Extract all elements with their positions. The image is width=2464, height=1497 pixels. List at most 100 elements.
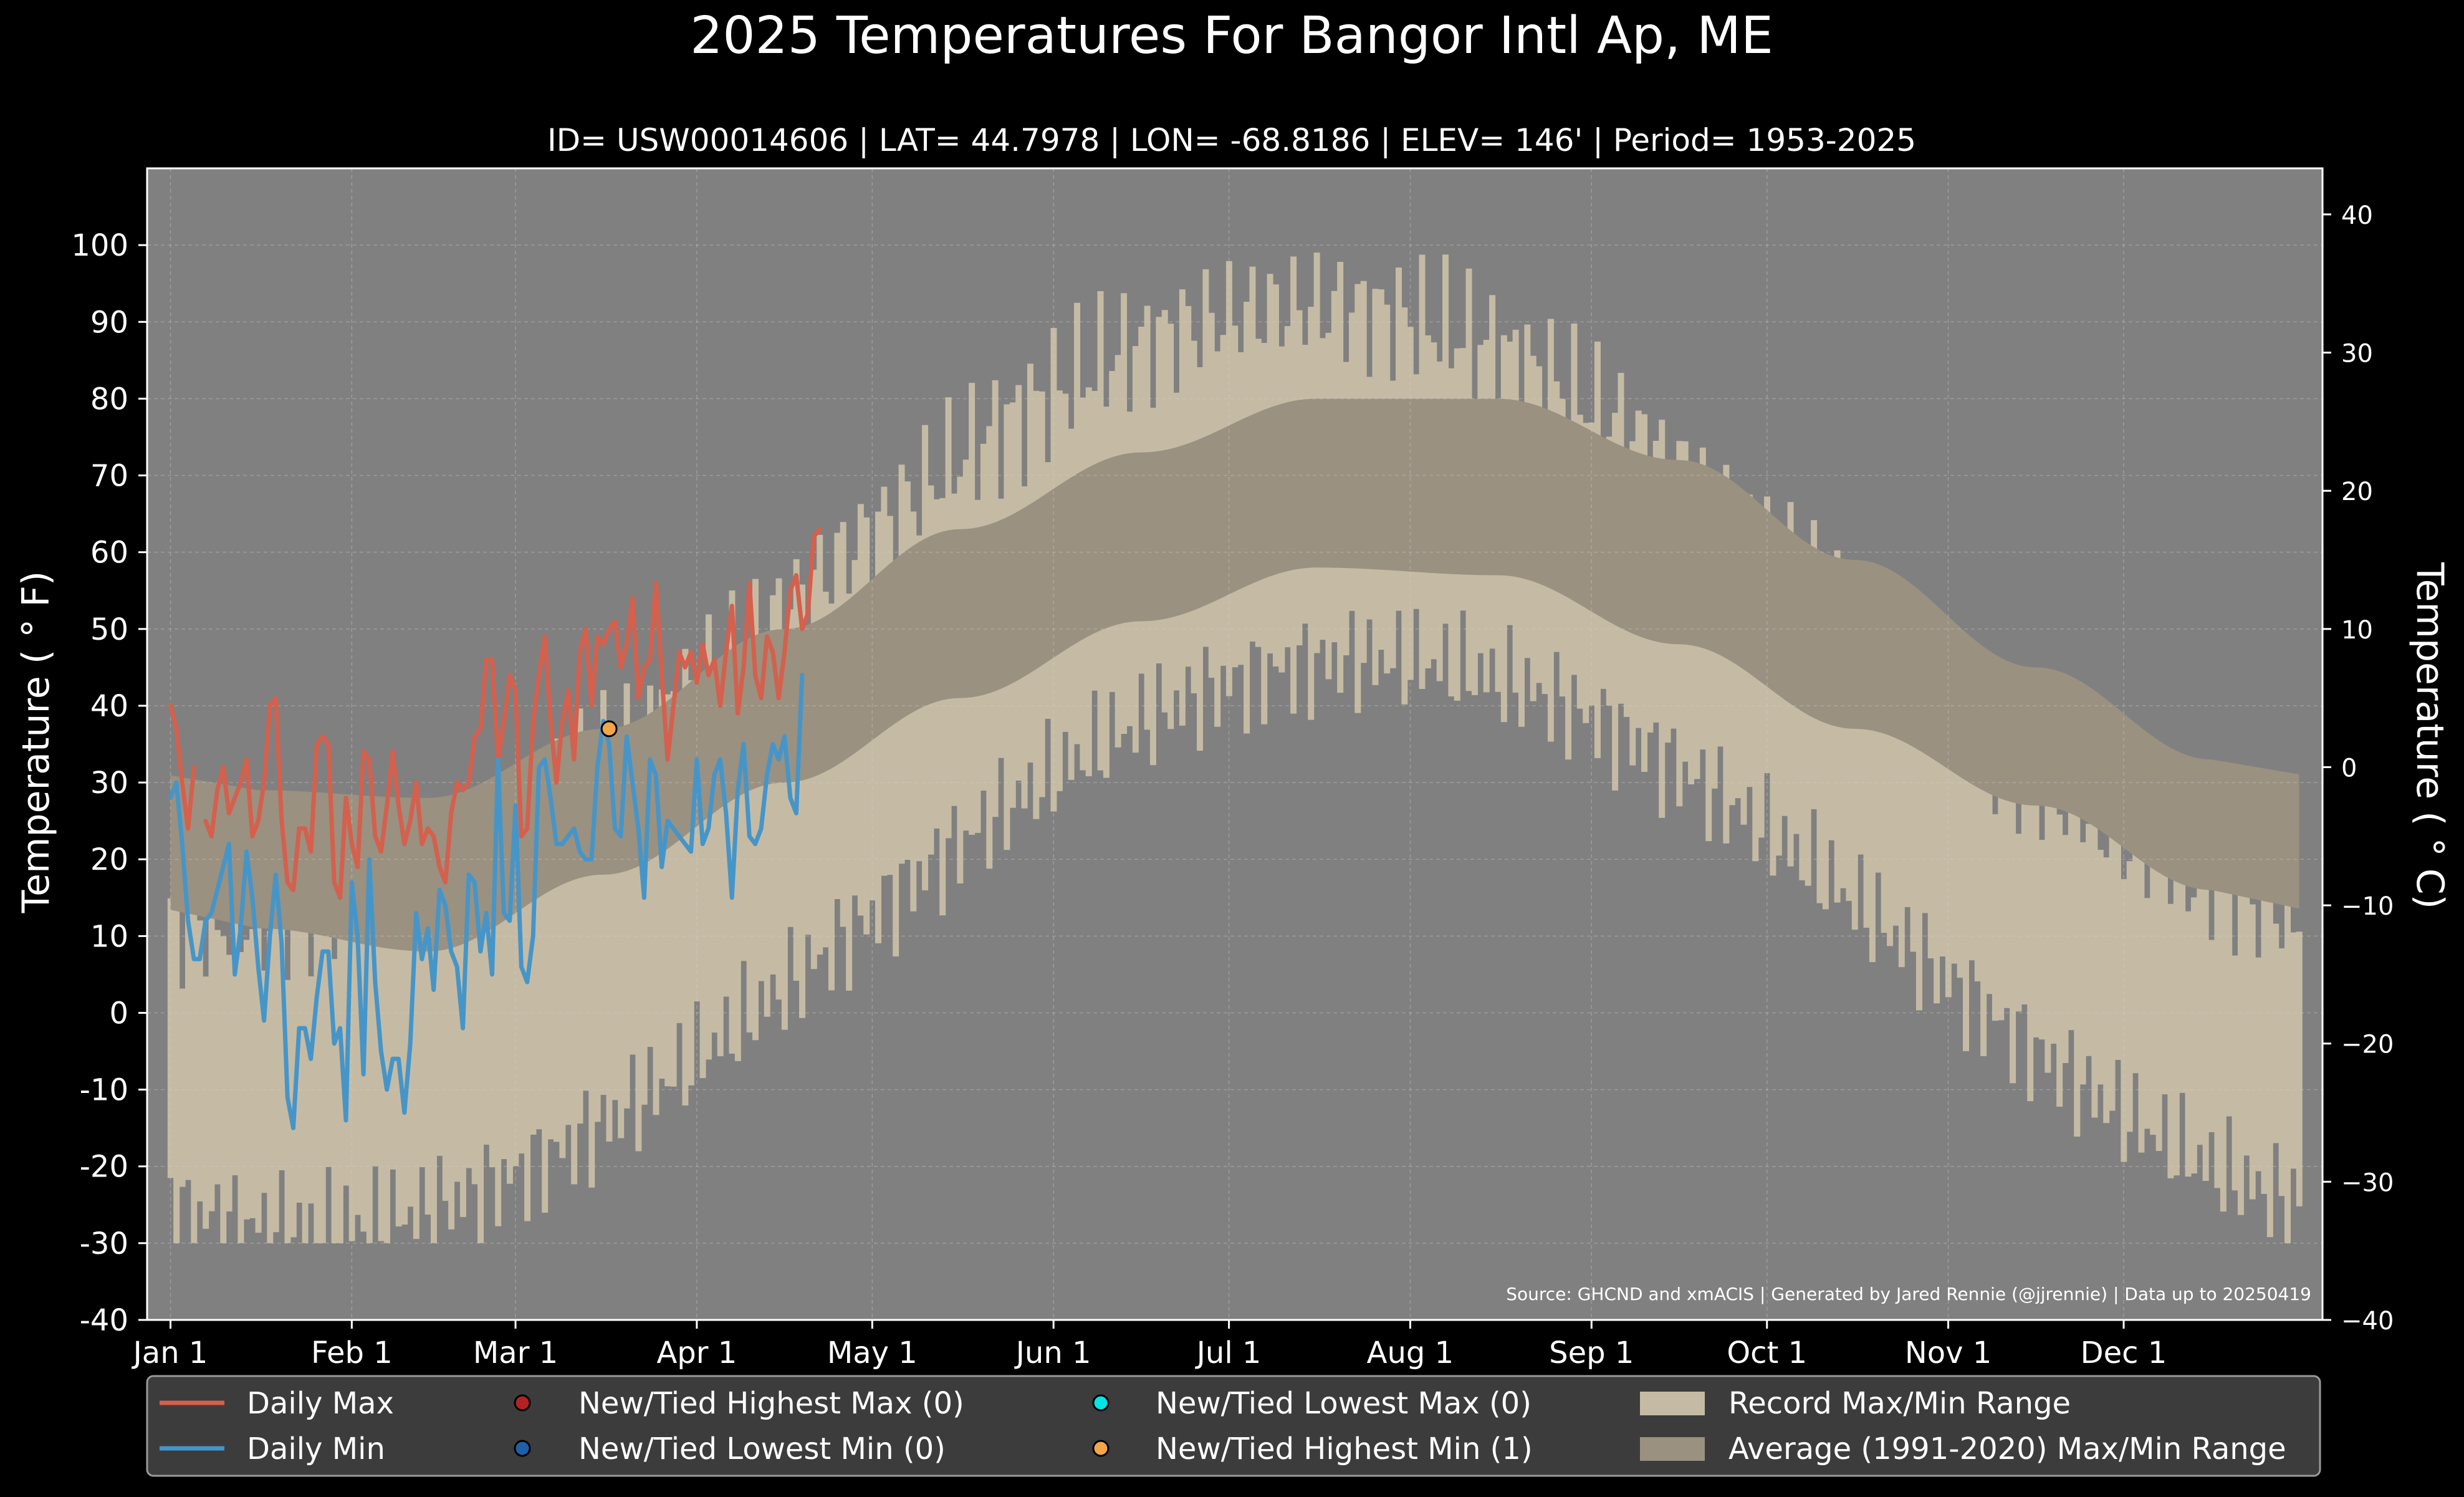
record-range-bar xyxy=(2296,931,2303,1206)
record-range-bar xyxy=(1968,782,1975,961)
record-range-bar xyxy=(2038,840,2045,1040)
record-range-bar xyxy=(653,796,659,1115)
record-range-bar xyxy=(436,905,443,1156)
record-range-bar xyxy=(284,980,291,1243)
legend-entry-label: Daily Min xyxy=(247,1432,385,1466)
record-range-bar xyxy=(2232,955,2238,1191)
record-range-bar xyxy=(711,675,718,1033)
record-range-bar xyxy=(431,869,437,1243)
record-range-bar xyxy=(828,604,835,991)
legend-box xyxy=(146,1375,2321,1477)
chart-subtitle: ID= USW00014606 | LAT= 44.7978 | LON= -6… xyxy=(547,122,1916,158)
record-range-bar xyxy=(1974,733,1981,981)
record-range-bar xyxy=(554,738,560,1142)
record-range-bar xyxy=(442,885,449,1201)
record-range-bar xyxy=(2167,903,2174,1178)
record-range-bar xyxy=(261,970,267,1193)
legend-marker-swatch xyxy=(1092,1394,1110,1412)
record-range-bar xyxy=(1915,608,1922,1011)
record-range-bar xyxy=(483,857,490,1145)
record-range-bar xyxy=(676,771,683,1023)
record-range-bar xyxy=(2249,904,2256,1200)
daily-min-line xyxy=(168,673,805,1130)
record-range-bar xyxy=(2208,940,2215,1132)
record-range-bar xyxy=(1851,604,1858,930)
record-range-bar xyxy=(588,789,595,1188)
record-range-bar xyxy=(1904,671,1911,907)
y-tick-label: 40 xyxy=(90,689,128,724)
record-range-bar xyxy=(1963,650,1970,1051)
record-range-bar xyxy=(781,659,788,1030)
record-range-bar xyxy=(939,498,946,916)
legend-patch-swatch xyxy=(1640,1437,1705,1461)
record-range-bar xyxy=(1822,611,1829,910)
record-range-bar xyxy=(1986,688,1993,994)
legend-marker-swatch xyxy=(514,1394,531,1412)
record-range-bar xyxy=(1957,727,1963,978)
record-range-bar xyxy=(1770,535,1776,876)
record-range-bar xyxy=(2162,873,2168,1095)
record-range-bar xyxy=(2226,877,2233,1117)
record-range-bar xyxy=(2144,898,2150,1129)
record-range-bar xyxy=(1752,548,1759,862)
record-range-bar xyxy=(208,850,215,1211)
record-range-bar xyxy=(2015,834,2022,1012)
plot-frame xyxy=(146,167,2324,1321)
record-range-bar xyxy=(559,797,566,1158)
record-range-bar xyxy=(1863,705,1870,928)
legend-entry-label: New/Tied Highest Max (0) xyxy=(578,1386,964,1421)
legend-entry-label: New/Tied Lowest Min (0) xyxy=(578,1432,946,1466)
y-tick-label: -30 xyxy=(80,1226,128,1261)
x-tick-label: Jul 1 xyxy=(1195,1336,1262,1370)
y2-tick-label: −10 xyxy=(2341,892,2394,921)
record-range-bar xyxy=(535,797,542,1130)
legend-entry-label: Record Max/Min Range xyxy=(1728,1386,2071,1421)
record-range-bar xyxy=(325,920,332,1167)
record-range-bar xyxy=(348,936,355,1241)
record-range-bar xyxy=(272,905,279,1233)
y-tick-label: 20 xyxy=(90,842,128,877)
record-range-bar xyxy=(547,869,554,1140)
record-range-bar xyxy=(1980,726,1987,1056)
record-range-bar xyxy=(477,898,484,1243)
record-range-bar xyxy=(314,889,320,1243)
record-range-bar xyxy=(226,955,232,1212)
record-range-bar xyxy=(1694,516,1700,779)
record-range-bar xyxy=(390,905,396,1170)
record-range-bar xyxy=(471,796,478,1185)
record-range-bar xyxy=(2202,849,2209,1182)
record-range-bar xyxy=(577,708,583,1124)
legend-entry-label: New/Tied Highest Min (1) xyxy=(1156,1432,1533,1466)
y-tick-label: -10 xyxy=(80,1073,128,1108)
record-range-bar xyxy=(1711,542,1718,789)
record-range-bar xyxy=(1775,580,1782,856)
record-range-bar xyxy=(1705,473,1712,842)
record-range-bar xyxy=(220,936,227,1243)
record-range-bar xyxy=(1758,583,1765,838)
record-range-bar xyxy=(495,796,502,1226)
y2-axis-label: Temperature ( ° C) xyxy=(2408,562,2452,909)
record-range-bar xyxy=(2220,857,2227,1212)
record-range-bar xyxy=(1934,731,1940,1004)
y-axis-label: Temperature ( ° F) xyxy=(14,571,58,914)
record-range-bar xyxy=(1518,438,1525,727)
record-range-bar xyxy=(2103,857,2110,1124)
record-range-bar xyxy=(2079,842,2086,1085)
y-tick-label: 90 xyxy=(90,305,128,340)
record-range-bar xyxy=(670,691,677,1087)
record-range-bar xyxy=(752,579,759,1041)
record-range-bar xyxy=(1887,724,1894,946)
record-range-bar xyxy=(641,719,648,1105)
record-range-bar xyxy=(2010,732,2016,1084)
legend-entry-label: New/Tied Lowest Max (0) xyxy=(1156,1386,1532,1421)
legend: Daily Max Daily Min New/Tied Highest Max (… xyxy=(146,1375,2321,1477)
record-range-bar xyxy=(2266,901,2273,1238)
record-range-bar xyxy=(2045,733,2051,1073)
record-range-bar xyxy=(1898,657,1905,968)
record-range-bar xyxy=(372,942,379,1167)
record-range-bar xyxy=(191,910,198,1243)
record-range-bar xyxy=(1910,731,1917,952)
record-range-bar xyxy=(770,595,777,975)
